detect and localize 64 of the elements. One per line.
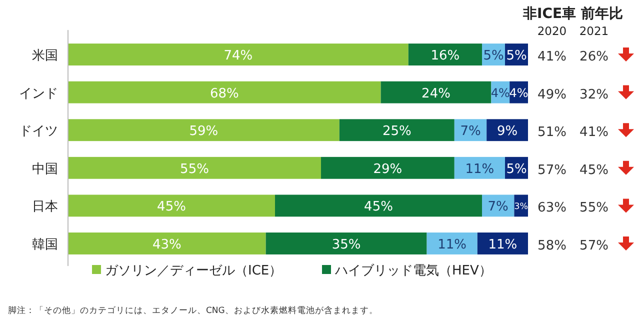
bar: [68, 156, 321, 179]
data-label: 25%: [382, 124, 412, 140]
bar: [486, 119, 528, 142]
text: 63%: [538, 200, 566, 216]
bar: [266, 232, 427, 254]
data-label: 5%: [483, 48, 504, 64]
text: 51%: [538, 125, 566, 140]
y-tick-label: ドイツ: [19, 124, 58, 140]
data-label: 5%: [506, 162, 527, 177]
text: 41%: [580, 125, 608, 140]
bar: [68, 44, 408, 66]
bar: [321, 156, 454, 179]
data-label: 43%: [152, 237, 182, 252]
bar: [408, 44, 482, 66]
text: 55%: [580, 200, 608, 216]
legend-label: ハイブリッド電気（HEV）: [334, 264, 492, 278]
data-label: 7%: [488, 200, 508, 215]
data-label: 11%: [465, 162, 494, 177]
y-tick-label: 中国: [32, 162, 58, 177]
y-tick-label: 日本: [32, 200, 58, 215]
text: 非ICE車 前年比: [522, 6, 623, 22]
bar: [380, 81, 492, 104]
text: 26%: [580, 50, 608, 65]
text: 2021: [579, 24, 609, 38]
data-label: 9%: [496, 124, 518, 140]
data-label: 55%: [180, 162, 209, 177]
bar: [68, 232, 266, 254]
y-tick-label: インド: [19, 86, 58, 102]
text: 2020: [537, 24, 567, 38]
data-label: 16%: [430, 48, 460, 64]
bar: [68, 194, 275, 217]
bar: [339, 119, 454, 142]
data-label: 4%: [490, 86, 510, 100]
data-label: 4%: [509, 86, 528, 100]
text: 32%: [580, 87, 608, 102]
y-tick-label: 韓国: [32, 237, 58, 252]
data-label: 45%: [364, 200, 393, 215]
data-label: 35%: [332, 237, 361, 252]
text: 脚注：「その他」のカテゴリには、エタノール、CNG、および水素燃料電池が含まれます。: [8, 305, 378, 316]
bar: [477, 232, 528, 254]
bar: [68, 119, 340, 142]
data-label: 68%: [210, 86, 239, 102]
data-label: 45%: [157, 200, 186, 215]
data-label: 3%: [514, 202, 528, 212]
data-label: 24%: [422, 86, 450, 102]
bar: [426, 232, 478, 254]
bar: [275, 194, 482, 217]
data-label: 7%: [460, 124, 481, 140]
legend-label: ガソリン／ディーゼル（ICE）: [105, 264, 282, 278]
data-label: 11%: [488, 237, 518, 252]
data-label: 29%: [373, 162, 402, 177]
text: 58%: [538, 238, 566, 254]
bar: [68, 81, 381, 104]
y-tick-label: 米国: [32, 48, 58, 64]
text: 57%: [580, 238, 608, 254]
data-label: 74%: [224, 48, 253, 64]
text: 49%: [538, 87, 566, 102]
data-label: 5%: [506, 48, 527, 64]
bar: [454, 156, 505, 179]
text: 41%: [538, 50, 566, 65]
data-label: 59%: [189, 124, 218, 140]
data-label: 11%: [438, 237, 467, 252]
text: 45%: [580, 162, 608, 178]
text: 57%: [538, 162, 566, 178]
